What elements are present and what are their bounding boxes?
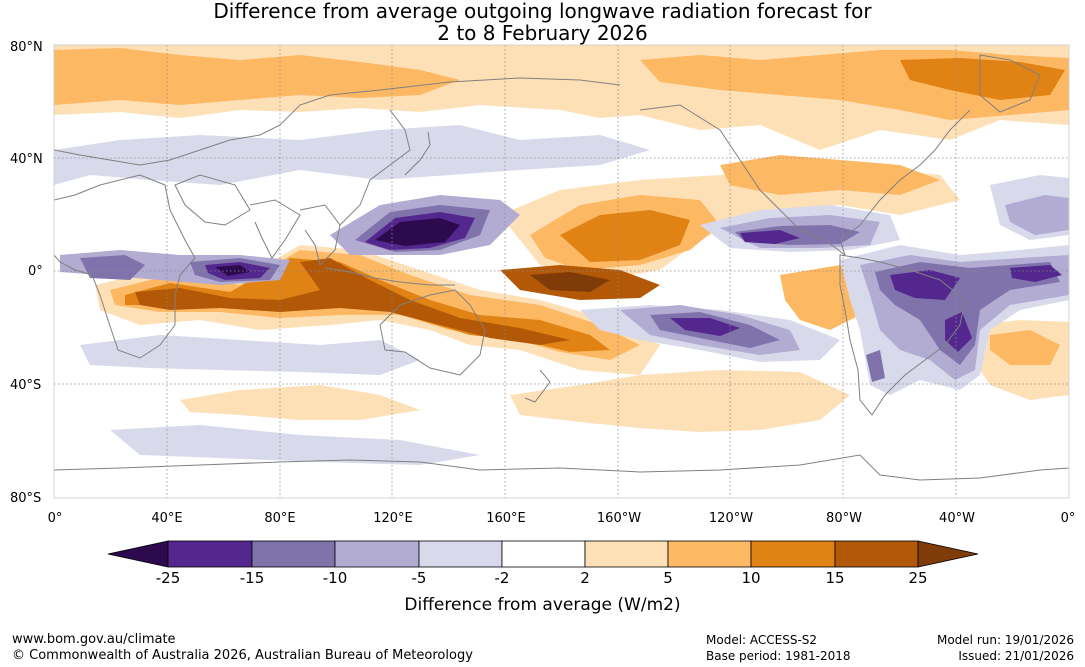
lat-label-40n: 40°N	[10, 152, 43, 167]
colorbar	[107, 540, 979, 568]
map-title-line1: Difference from average outgoing longwav…	[213, 0, 872, 23]
colorbar-bin-9	[834, 540, 919, 568]
anomaly-region-philippine-sea-peak	[375, 218, 460, 246]
colorbar-bin-7	[667, 540, 752, 568]
coastline-japan	[404, 131, 431, 176]
lon-label-0-left: 0°	[47, 511, 63, 526]
colorbar-bin-2	[251, 540, 336, 568]
lat-label-equator: 0°	[28, 264, 43, 279]
anomaly-region-eurasia-negative	[54, 125, 650, 185]
colorbar-tick-label: -25	[155, 569, 181, 587]
anomaly-region-west-africa-strong	[80, 255, 145, 280]
lon-label-80w: 80°W	[826, 511, 862, 526]
anomaly-region-southwest-atlantic-positive	[990, 330, 1060, 365]
anomaly-region-southern-ocean-negative	[110, 425, 480, 465]
colorbar-bin-3	[334, 540, 420, 568]
lon-label-160w: 160°W	[596, 511, 642, 526]
colorbar-bin-1	[167, 540, 253, 568]
coastline-india	[249, 199, 301, 259]
colorbar-tick-label: 2	[580, 569, 590, 587]
anomaly-region-indian-maximum	[135, 258, 570, 345]
anomaly-field	[54, 45, 1069, 465]
colorbar-tick-label: -2	[494, 569, 510, 587]
anomaly-region-southern-negative	[80, 335, 420, 375]
footer-issued: Issued: 21/01/2026	[958, 649, 1074, 663]
colorbar-cap-high	[917, 540, 979, 568]
coastline-new-zealand	[524, 369, 551, 403]
lon-label-120e: 120°E	[373, 511, 413, 526]
anomaly-region-southern-positive	[180, 385, 420, 420]
anomaly-region-spcz-extreme	[670, 318, 740, 336]
colorbar-tick-label: 15	[825, 569, 845, 587]
anomaly-region-north-atlantic-negative	[1005, 195, 1069, 235]
footer-model-run: Model run: 19/01/2026	[936, 633, 1074, 647]
graticule	[54, 45, 1069, 498]
colorbar-tick-label: -10	[322, 569, 348, 587]
anomaly-region-north-america-strong	[900, 58, 1065, 100]
coastline-antarctica	[54, 454, 1069, 481]
colorbar-tick-label: -15	[239, 569, 265, 587]
coastline-south-america	[839, 254, 966, 416]
lon-label-40w: 40°W	[939, 511, 975, 526]
coastline-greenland	[979, 54, 1041, 113]
anomaly-region-patagonia-strong	[866, 350, 885, 382]
anomaly-region-africa-peak	[215, 265, 250, 276]
lat-label-40s: 40°S	[10, 378, 42, 393]
coastline-north-america	[639, 104, 971, 257]
coastline-europe	[54, 77, 621, 166]
anomaly-region-us-positive	[720, 155, 940, 195]
coastline-indonesia	[324, 267, 455, 286]
colorbar-tick-label: 25	[908, 569, 928, 587]
anomaly-region-east-pacific-extreme	[740, 230, 800, 244]
lon-label-0-right: 0°	[1060, 511, 1076, 526]
colorbar-bin-4	[418, 540, 503, 568]
colorbar-tick-label: 10	[741, 569, 761, 587]
anomaly-region-brazil-extreme	[945, 312, 972, 352]
colorbar-bin-8	[750, 540, 836, 568]
coastlines	[54, 54, 1069, 481]
colorbar-tick-label: -5	[411, 569, 427, 587]
footer-base-period: Base period: 1981-2018	[706, 649, 851, 663]
lon-label-160e: 160°E	[486, 511, 526, 526]
map-title-line2: 2 to 8 February 2026	[437, 21, 648, 45]
lat-label-80s: 80°S	[10, 491, 42, 506]
lon-label-80e: 80°E	[264, 511, 296, 526]
coastline-arabia	[174, 174, 251, 226]
colorbar-title: Difference from average (W/m2)	[404, 595, 681, 615]
colorbar-cap-low	[107, 540, 169, 568]
colorbar-bin-5	[501, 540, 586, 568]
colorbar-tick-label: 5	[663, 569, 673, 587]
footer-copyright: © Commonwealth of Australia 2026, Austra…	[12, 648, 473, 663]
map-frame	[53, 44, 1070, 499]
coastline-australia	[379, 289, 486, 376]
anomaly-region-south-pacific-positive	[510, 370, 850, 432]
footer-website-link[interactable]: www.bom.gov.au/climate	[12, 632, 176, 647]
anomaly-region-pacific-strong	[560, 210, 690, 262]
coastline-east-asia	[339, 109, 411, 226]
footer-model: Model: ACCESS-S2	[706, 633, 818, 647]
anomaly-region-arctic-strong	[54, 48, 460, 105]
lon-label-120w: 120°W	[708, 511, 754, 526]
anomaly-region-pacific-maximum-core	[530, 272, 610, 292]
anomaly-region-equatorial-atlantic-extreme	[1010, 265, 1062, 282]
lat-label-80n: 80°N	[10, 40, 43, 55]
lon-label-40e: 40°E	[151, 511, 183, 526]
anomaly-region-amazon-extreme	[890, 270, 960, 300]
coastline-africa	[54, 174, 196, 359]
coastline-south-east-asia	[299, 204, 341, 266]
colorbar-bin-6	[584, 540, 669, 568]
